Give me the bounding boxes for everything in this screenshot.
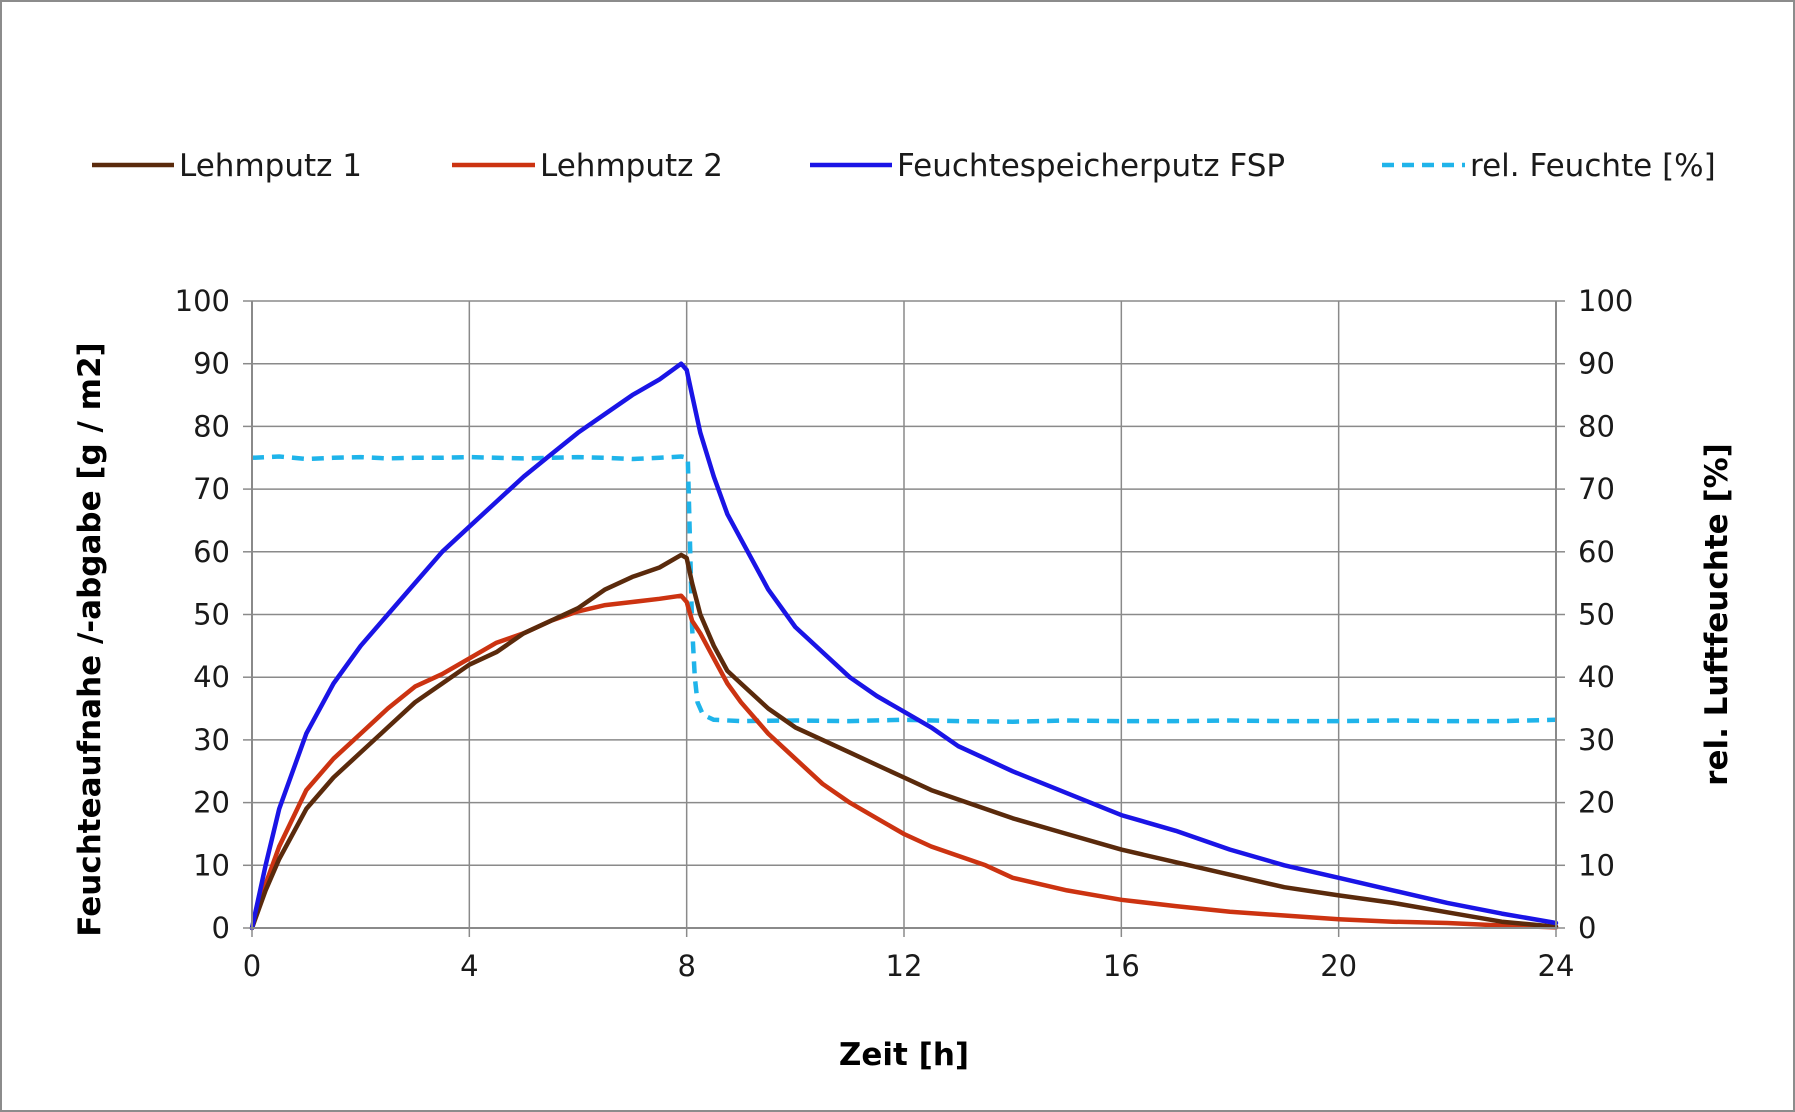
- x-tick-label: 24: [1538, 949, 1575, 983]
- legend-label-2: Feuchtespeicherputz FSP: [897, 148, 1285, 184]
- y2-axis-title: rel. Luftfeuchte [%]: [1699, 443, 1735, 786]
- x-axis-title: Zeit [h]: [839, 1037, 969, 1073]
- y2-tick-label: 30: [1578, 723, 1615, 757]
- y-tick-label: 100: [175, 284, 230, 318]
- x-tick-label: 12: [886, 949, 923, 983]
- y2-tick-label: 20: [1578, 786, 1615, 820]
- y-tick-label: 0: [212, 911, 230, 945]
- y2-tick-label: 40: [1578, 660, 1615, 694]
- y-tick-label: 80: [193, 409, 230, 443]
- y-tick-label: 70: [193, 472, 230, 506]
- y-tick-label: 90: [193, 347, 230, 381]
- x-tick-label: 4: [460, 949, 478, 983]
- y-tick-label: 50: [193, 598, 230, 632]
- series-line-0: [249, 552, 1559, 931]
- y2-tick-label: 60: [1578, 535, 1615, 569]
- y-axis-title: Feuchteaufnahe /-abgabe [g / m2]: [72, 342, 108, 936]
- grid: [251, 300, 1557, 929]
- y-tick-label: 20: [193, 786, 230, 820]
- x-tick-label: 0: [243, 949, 261, 983]
- x-tick-label: 8: [677, 949, 695, 983]
- legend-label-3: rel. Feuchte [%]: [1470, 148, 1716, 184]
- y-tick-label: 40: [193, 660, 230, 694]
- x-tick-label: 16: [1103, 949, 1140, 983]
- y2-tick-label: 50: [1578, 598, 1615, 632]
- y2-tick-label: 100: [1578, 284, 1633, 318]
- series-line-3: [251, 454, 1557, 724]
- legend-label-0: Lehmputz 1: [179, 148, 362, 184]
- legend-label-1: Lehmputz 2: [540, 148, 723, 184]
- y2-tick-label: 80: [1578, 409, 1615, 443]
- y-tick-label: 10: [193, 848, 230, 882]
- series-layer: [249, 361, 1559, 931]
- y2-tick-label: 0: [1578, 911, 1596, 945]
- y2-tick-label: 90: [1578, 347, 1615, 381]
- series-line-1: [249, 593, 1559, 931]
- y-tick-label: 60: [193, 535, 230, 569]
- series-line-2: [249, 361, 1559, 931]
- x-tick-label: 20: [1320, 949, 1357, 983]
- y2-tick-label: 10: [1578, 848, 1615, 882]
- y-tick-label: 30: [193, 723, 230, 757]
- legend: Lehmputz 1 Lehmputz 2 Feuchtespeicherputz …: [92, 148, 1716, 184]
- y2-tick-label: 70: [1578, 472, 1615, 506]
